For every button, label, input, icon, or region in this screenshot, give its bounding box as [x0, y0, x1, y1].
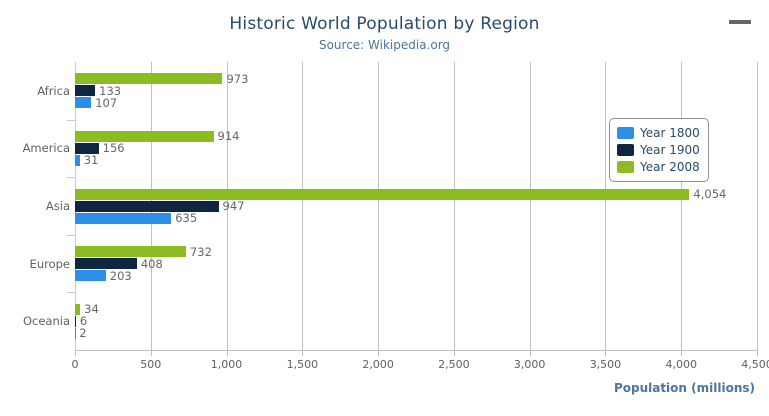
x-axis-tick-label: 3,000	[513, 358, 546, 371]
y-axis-tick	[67, 119, 75, 121]
bar[interactable]	[75, 73, 223, 85]
x-axis-tick	[605, 350, 607, 356]
x-axis-tick-label: 3,500	[589, 358, 622, 371]
chart-subtitle: Source: Wikipedia.org	[318, 38, 451, 52]
bar[interactable]	[75, 188, 690, 200]
bar-value-label: 635	[175, 211, 198, 225]
hamburger-menu-icon[interactable]	[729, 18, 751, 38]
bar[interactable]	[75, 246, 186, 258]
x-axis-line	[75, 350, 757, 351]
bar[interactable]	[75, 327, 76, 339]
y-axis-category-label: Europe	[29, 256, 70, 271]
bar-value-label: 156	[102, 141, 125, 156]
x-axis-tick	[453, 350, 455, 356]
hamburger-bar	[729, 20, 751, 24]
y-axis-tick	[67, 234, 75, 236]
x-axis-tick-label: 2,000	[362, 358, 394, 371]
legend-item-label: Year 2008	[640, 159, 700, 174]
bar-value-label: 31	[83, 153, 99, 168]
gridline	[226, 62, 228, 350]
bar[interactable]	[75, 154, 80, 166]
legend-item[interactable]: Year 1800	[617, 124, 700, 141]
bar-value-label: 107	[95, 95, 118, 110]
x-axis-tick-label: 1,000	[210, 358, 243, 371]
bar-value-label: 2	[79, 326, 87, 341]
chart-title: Historic World Population by Region	[229, 14, 540, 34]
gridline	[757, 62, 758, 350]
y-axis-tick	[67, 292, 75, 294]
x-axis-tick	[75, 350, 76, 356]
x-axis-title: Population (millions)	[613, 381, 755, 395]
bar[interactable]	[75, 85, 96, 97]
x-axis-tick	[226, 350, 228, 356]
x-axis-tick-label: 0	[71, 358, 79, 371]
x-axis-tick	[757, 350, 758, 356]
bar-value-label: 914	[217, 129, 240, 144]
gridline	[302, 62, 304, 350]
bar[interactable]	[75, 200, 219, 212]
bar-value-label: 973	[226, 71, 249, 86]
gridline	[681, 62, 683, 350]
x-axis-tick	[529, 350, 531, 356]
chart-legend: Year 1800 Year 1900 Year 2008	[609, 118, 709, 182]
bar-value-label: 408	[140, 256, 163, 271]
gridline	[605, 62, 607, 350]
legend-item-label: Year 1900	[640, 142, 700, 157]
gridline	[378, 62, 380, 350]
legend-item[interactable]: Year 1900	[617, 141, 700, 158]
y-axis-category-label: Asia	[45, 199, 70, 213]
y-axis-category-labels: Africa America Asia Europe Oceania	[0, 0, 70, 416]
x-axis-tick-label: 1,500	[286, 358, 319, 371]
plot-area: 973 133 107 914 156 31 4,054 947 635 732 408 203 34 6…	[75, 62, 757, 350]
bar-value-label: 4,054	[693, 187, 727, 201]
y-axis-category-label: Africa	[37, 83, 70, 98]
x-axis-tick	[378, 350, 380, 356]
legend-swatch-icon	[617, 160, 634, 173]
legend-swatch-icon	[617, 143, 634, 156]
bar-value-label: 732	[189, 244, 212, 259]
bar[interactable]	[75, 270, 106, 282]
bar-value-label: 6	[79, 314, 88, 329]
gridline	[453, 62, 455, 350]
bar-value-label: 203	[109, 268, 132, 283]
gridline	[529, 62, 531, 350]
x-axis-tick-label: 4,000	[665, 358, 697, 371]
bar-value-label: 34	[84, 302, 99, 317]
y-axis-tick	[67, 177, 75, 179]
legend-item-label: Year 1800	[640, 125, 700, 140]
x-axis-tick-label: 500	[140, 358, 162, 371]
bar-value-label: 947	[222, 199, 245, 213]
bar[interactable]	[75, 212, 172, 224]
x-axis-tick	[302, 350, 304, 356]
bar[interactable]	[75, 97, 92, 109]
legend-swatch-icon	[617, 126, 634, 139]
bar[interactable]	[75, 303, 81, 315]
bar[interactable]	[75, 130, 214, 142]
bar-value-label: 133	[99, 83, 122, 98]
bar[interactable]	[75, 258, 137, 270]
bar[interactable]	[75, 142, 99, 154]
x-axis-tick-label: 2,500	[438, 358, 470, 371]
legend-item[interactable]: Year 2008	[617, 158, 700, 175]
bar[interactable]	[75, 315, 76, 327]
x-axis-tick-label: 4,500	[741, 358, 769, 371]
x-axis-tick	[150, 350, 152, 356]
y-axis-category-label: America	[22, 141, 70, 156]
y-axis-category-label: Oceania	[22, 314, 70, 329]
x-axis-tick	[681, 350, 683, 356]
